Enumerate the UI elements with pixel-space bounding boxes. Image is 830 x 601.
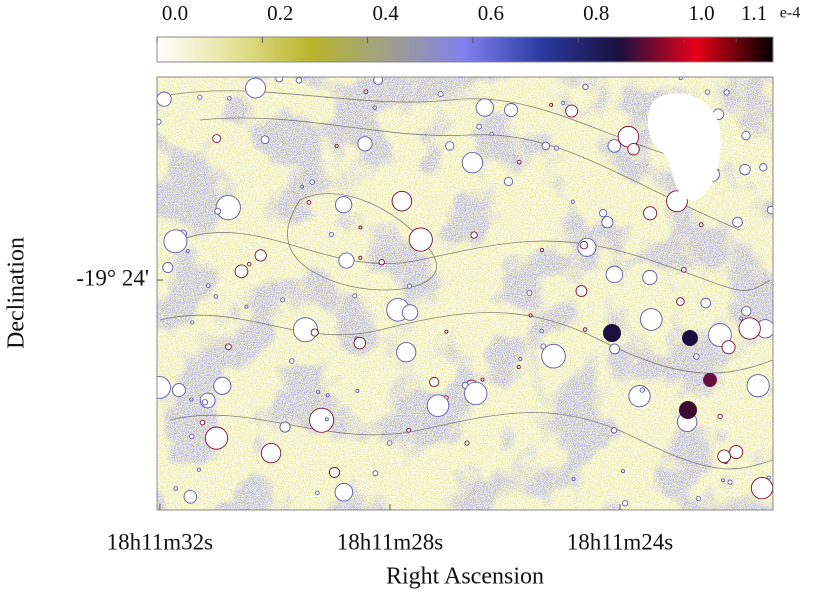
colorbar-tick-label: 1.1 — [741, 1, 767, 25]
colorbar-tick-label: 0.2 — [267, 1, 293, 25]
plot-frame — [156, 76, 774, 511]
colorbar-tick-label: 0.4 — [372, 1, 399, 25]
colorbar-tick-label: 1.0 — [688, 1, 714, 25]
y-axis-label: Declination — [4, 237, 30, 349]
y-tick-label: -19° 24' — [76, 265, 149, 290]
x-tick-label: 18h11m32s — [107, 529, 214, 554]
colorbar-tick-label: 0.0 — [162, 1, 188, 25]
colorbar-exponent: e-4 — [780, 5, 800, 22]
x-axis-label: Right Ascension — [386, 564, 544, 590]
sky-image — [157, 77, 773, 510]
x-tick-label: 18h11m24s — [567, 529, 674, 554]
colorbar-tick-label: 0.6 — [478, 1, 504, 25]
x-tick-label: 18h11m28s — [337, 529, 444, 554]
colorbar — [156, 36, 774, 63]
colorbar-tick-label: 0.8 — [583, 1, 609, 25]
